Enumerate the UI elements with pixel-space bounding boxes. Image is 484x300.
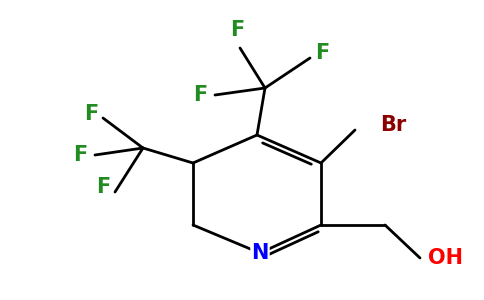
Text: N: N <box>251 243 269 263</box>
Text: F: F <box>315 43 329 63</box>
Text: F: F <box>96 177 110 197</box>
Text: OH: OH <box>428 248 463 268</box>
Text: F: F <box>193 85 207 105</box>
Text: Br: Br <box>380 115 406 135</box>
Text: F: F <box>73 145 87 165</box>
Text: F: F <box>84 104 98 124</box>
Text: F: F <box>230 20 244 40</box>
